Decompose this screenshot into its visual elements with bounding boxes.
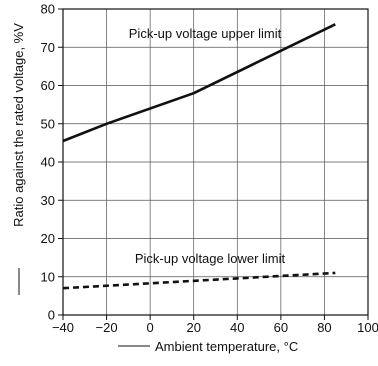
y-tick-label: 80 — [41, 2, 55, 17]
lower-limit-line — [62, 271, 336, 290]
x-tick-label: −40 — [52, 320, 74, 335]
x-tick-label: 0 — [147, 320, 154, 335]
x-tick-label: 80 — [317, 320, 331, 335]
x-tick-label: 100 — [357, 320, 378, 335]
ticks: −40 −20 0 20 40 60 80 100 0 10 20 30 40 50 60 70 80 — [41, 2, 378, 336]
x-axis-label: Ambient temperature, °C — [155, 339, 298, 354]
y-axis-title: Ratio against the rated voltage, %V — [11, 23, 26, 295]
x-tick-label: 20 — [186, 320, 200, 335]
y-tick-label: 60 — [41, 78, 55, 93]
x-tick-label: 60 — [274, 320, 288, 335]
plot-frame — [62, 8, 369, 316]
y-tick-label: 50 — [41, 116, 55, 131]
grid — [63, 9, 368, 315]
x-axis-title: Ambient temperature, °C — [118, 339, 298, 354]
y-tick-label: 70 — [41, 40, 55, 55]
y-tick-label: 20 — [41, 231, 55, 246]
series — [62, 23, 336, 290]
y-tick-label: 30 — [41, 193, 55, 208]
y-tick-label: 0 — [48, 308, 55, 323]
y-tick-label: 10 — [41, 269, 55, 284]
x-tick-label: 40 — [230, 320, 244, 335]
x-tick-label: −20 — [96, 320, 118, 335]
y-axis-label: Ratio against the rated voltage, %V — [11, 23, 26, 227]
y-tick-label: 40 — [41, 155, 55, 170]
upper-limit-line — [62, 23, 336, 143]
upper-limit-label: Pick-up voltage upper limit — [129, 26, 282, 41]
lower-limit-label: Pick-up voltage lower limit — [135, 251, 286, 266]
